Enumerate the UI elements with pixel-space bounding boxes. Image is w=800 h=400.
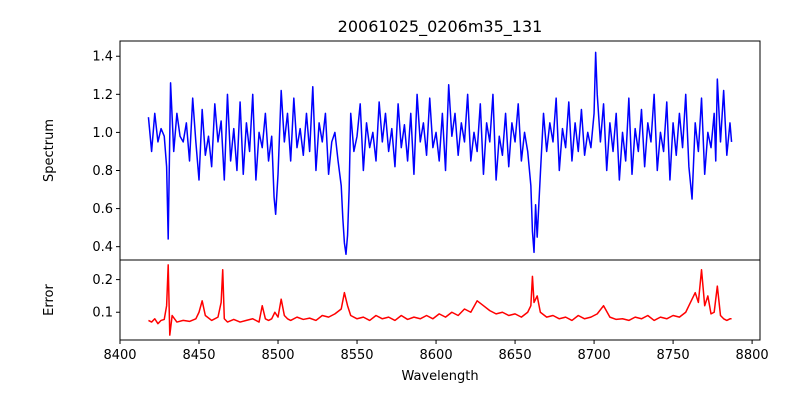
spectrum-y-tick-label: 1.4 xyxy=(92,50,113,65)
spectrum-y-tick-label: 0.8 xyxy=(92,164,113,179)
x-tick-label: 8550 xyxy=(340,348,373,363)
spectrum-panel: 0.4 0.6 0.8 1.0 1.2 1.4 Spectrum xyxy=(42,40,761,261)
chart-title: 20061025_0206m35_131 xyxy=(338,17,543,37)
x-tick-label: 8650 xyxy=(499,348,532,363)
error-y-tick-label: 0.2 xyxy=(92,273,113,288)
spectrum-series-line xyxy=(147,51,733,256)
x-tick-label: 8500 xyxy=(261,348,294,363)
x-tick-label: 8400 xyxy=(103,348,136,363)
x-tick-label: 8600 xyxy=(420,348,453,363)
error-series-line xyxy=(148,264,732,336)
x-tick-label: 8700 xyxy=(578,348,611,363)
error-y-axis-label: Error xyxy=(42,284,57,316)
x-axis: 8400 8450 8500 8550 8600 8650 8700 8750 8800 xyxy=(103,340,769,363)
error-y-tick-label: 0.1 xyxy=(92,306,113,321)
x-tick-label: 8450 xyxy=(182,348,215,363)
x-axis-label: Wavelength xyxy=(401,369,478,384)
x-tick-label: 8750 xyxy=(657,348,690,363)
spectrum-y-tick-label: 1.0 xyxy=(92,126,113,141)
spectrum-y-tick-label: 0.4 xyxy=(92,240,113,255)
error-axes-frame xyxy=(119,259,761,341)
spectrum-y-axis-label: Spectrum xyxy=(42,119,57,182)
spectrum-y-tick-label: 1.2 xyxy=(92,88,113,103)
spectrum-y-tick-label: 0.6 xyxy=(92,202,113,217)
x-tick-label: 8800 xyxy=(736,348,769,363)
error-panel: 0.1 0.2 Error xyxy=(42,259,761,341)
